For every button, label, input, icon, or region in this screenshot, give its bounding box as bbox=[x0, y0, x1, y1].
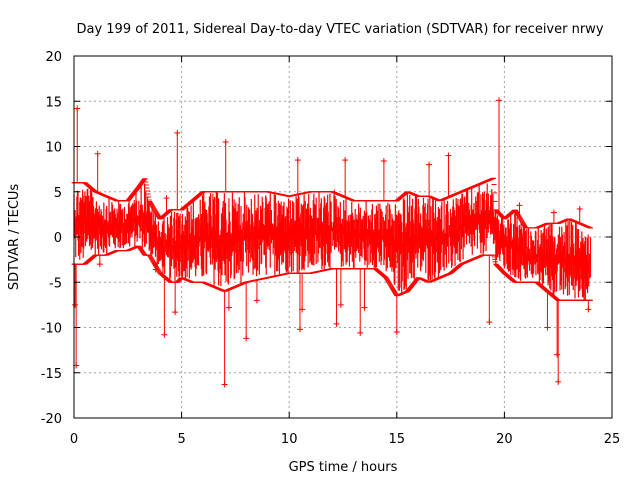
y-tick-label: 5 bbox=[54, 186, 62, 201]
y-tick-label: -5 bbox=[49, 276, 62, 291]
y-tick-label: 15 bbox=[45, 95, 62, 110]
y-tick-label: -15 bbox=[41, 367, 62, 382]
y-tick-label: 20 bbox=[45, 50, 62, 65]
x-tick-label: 20 bbox=[496, 432, 513, 447]
y-axis-label: SDTVAR / TECUs bbox=[7, 184, 22, 291]
y-tick-label: 10 bbox=[45, 141, 62, 156]
x-axis-label: GPS time / hours bbox=[289, 460, 398, 475]
y-tick-label: -10 bbox=[41, 322, 62, 337]
chart-title: Day 199 of 2011, Sidereal Day-to-day VTE… bbox=[76, 22, 603, 37]
x-tick-label: 15 bbox=[389, 432, 406, 447]
x-tick-label: 5 bbox=[177, 432, 185, 447]
y-tick-label: -20 bbox=[41, 412, 62, 427]
x-tick-label: 10 bbox=[281, 432, 298, 447]
y-tick-label: 0 bbox=[54, 231, 62, 246]
axis-tick-labels: 0 5 10 15 20 25 -20 -15 -10 -5 0 5 10 15 20 bbox=[41, 50, 621, 447]
x-tick-label: 0 bbox=[70, 432, 78, 447]
axis-ticks bbox=[73, 55, 613, 419]
data-points bbox=[72, 97, 592, 388]
x-tick-label: 25 bbox=[604, 432, 621, 447]
data-band bbox=[71, 177, 593, 301]
